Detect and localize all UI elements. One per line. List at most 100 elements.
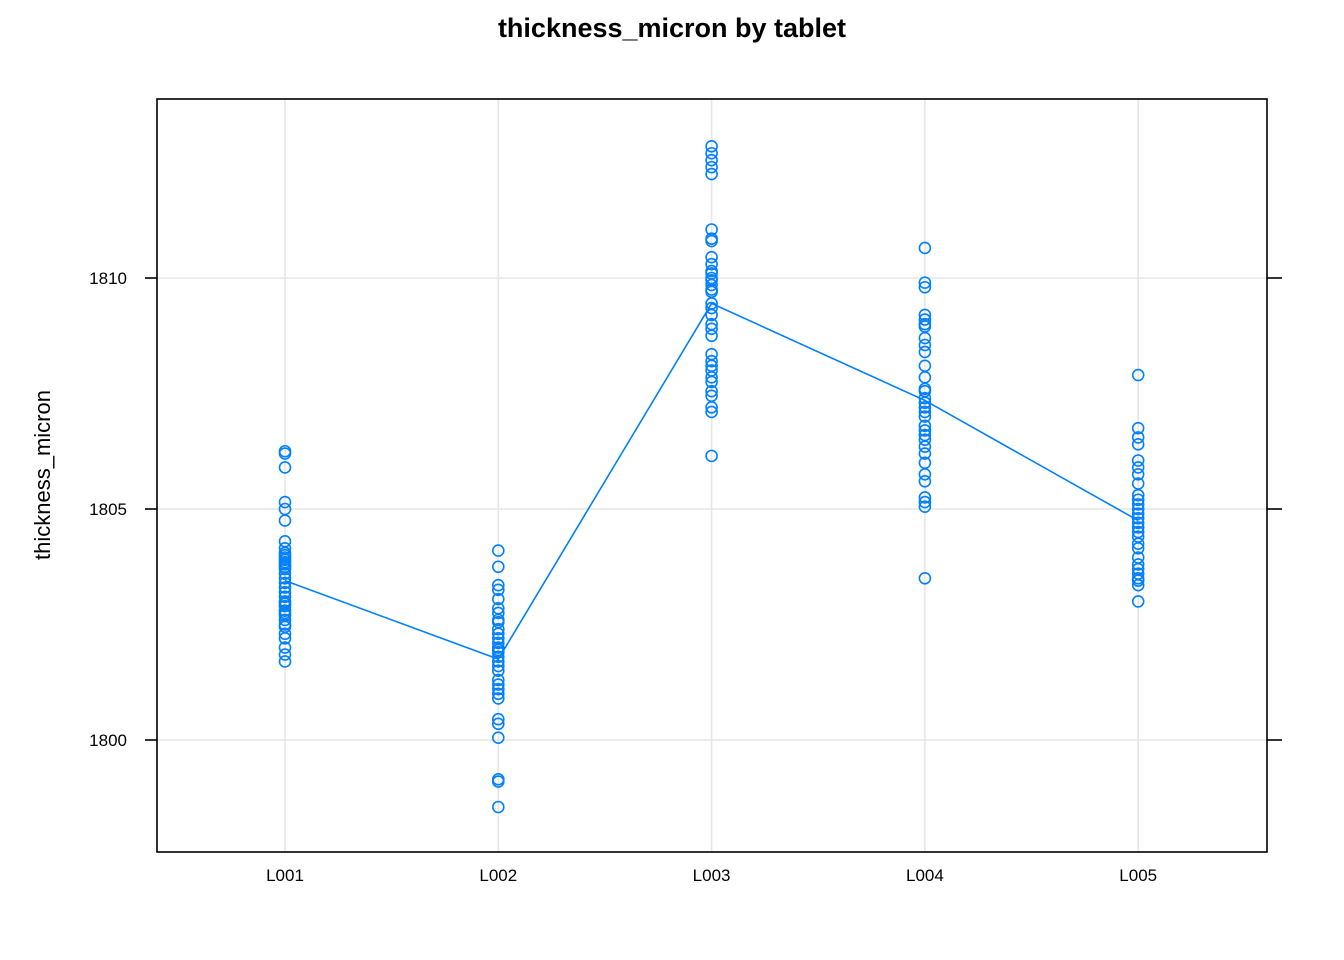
- data-point: [918, 313, 932, 326]
- data-point: [1131, 595, 1145, 608]
- data-point: [705, 140, 718, 153]
- data-point: [1131, 421, 1145, 435]
- data-point: [705, 153, 718, 167]
- x-tick-label: L003: [693, 866, 731, 885]
- data-point: [1131, 431, 1145, 444]
- y-axis-label: thickness_micron: [30, 390, 55, 560]
- data-point: [1131, 454, 1145, 467]
- data-point: [918, 440, 932, 453]
- data-point: [705, 371, 718, 384]
- data-point: [918, 410, 932, 423]
- data-point: [278, 581, 292, 594]
- data-point: [491, 775, 505, 788]
- data-point: [278, 632, 292, 645]
- data-point: [918, 491, 932, 504]
- data-point: [705, 234, 718, 248]
- data-point: [491, 659, 505, 673]
- data-point: [1131, 537, 1145, 550]
- data-point: [918, 433, 932, 447]
- data-point: [918, 474, 932, 488]
- grid: [157, 99, 1267, 852]
- data-point: [918, 338, 932, 352]
- data-point: [705, 401, 718, 414]
- data-point: [491, 592, 505, 606]
- data-point: [278, 495, 292, 509]
- data-point: [918, 468, 932, 481]
- data-point: [278, 514, 292, 527]
- data-point: [918, 331, 932, 345]
- data-point: [918, 405, 932, 419]
- data-point: [705, 146, 718, 160]
- data-point: [491, 578, 505, 592]
- data-point: [1131, 521, 1145, 534]
- data-point: [918, 571, 932, 585]
- data-point: [491, 673, 505, 687]
- data-point: [278, 461, 292, 474]
- data-point: [491, 800, 505, 814]
- data-point: [278, 648, 292, 661]
- data-point: [491, 645, 505, 659]
- data-point: [705, 329, 718, 343]
- x-tick-label: L004: [906, 866, 944, 885]
- data-point: [491, 622, 505, 636]
- data-point: [918, 447, 932, 460]
- data-point: [278, 562, 292, 576]
- data-point: [278, 444, 292, 458]
- data-point: [1131, 498, 1145, 511]
- data-point: [918, 500, 932, 513]
- data-point: [1131, 578, 1145, 592]
- data-point: [918, 419, 932, 433]
- data-point: [918, 396, 932, 410]
- data-point: [705, 375, 718, 389]
- data-point: [1131, 468, 1145, 481]
- data-point: [491, 560, 505, 574]
- data-layer: [278, 140, 1145, 814]
- y-tick-label: 1810: [89, 269, 127, 288]
- data-point: [705, 278, 718, 292]
- data-point: [491, 636, 505, 650]
- data-point: [1131, 516, 1145, 530]
- data-point: [918, 280, 932, 294]
- data-point: [278, 567, 292, 580]
- data-point: [278, 599, 292, 613]
- data-point: [1131, 502, 1145, 516]
- data-point: [278, 576, 292, 590]
- data-point: [1131, 574, 1145, 587]
- data-point: [705, 160, 718, 174]
- data-point: [1131, 461, 1145, 474]
- data-point: [491, 731, 505, 744]
- data-point: [918, 495, 932, 509]
- data-point: [918, 391, 932, 405]
- y-tick-label: 1805: [89, 500, 127, 519]
- data-point: [1131, 438, 1145, 451]
- data-point: [491, 712, 505, 726]
- data-point: [491, 717, 505, 731]
- data-point: [918, 241, 932, 255]
- data-point: [278, 571, 292, 585]
- data-point: [1131, 541, 1145, 555]
- y-tick-label: 1800: [89, 731, 127, 750]
- data-point: [491, 544, 505, 557]
- data-point: [491, 692, 505, 705]
- data-point: [918, 345, 932, 359]
- data-point: [705, 308, 718, 322]
- axes: L001 L002 L003 L004 L005 1800 1805 1810: [89, 269, 1282, 885]
- data-point: [278, 590, 292, 604]
- data-point: [491, 664, 505, 678]
- mean-line: [284, 302, 1139, 661]
- data-point: [1131, 511, 1145, 525]
- x-tick-label: L002: [479, 866, 517, 885]
- data-point: [705, 354, 718, 368]
- data-point: [705, 384, 718, 398]
- data-point: [1131, 368, 1145, 382]
- data-point: [705, 405, 718, 419]
- data-point: [491, 606, 505, 620]
- data-point: [705, 167, 718, 181]
- x-tick-label: L005: [1119, 866, 1157, 885]
- data-point: [491, 682, 505, 696]
- data-point: [705, 449, 718, 463]
- data-point: [278, 641, 292, 654]
- data-point: [705, 301, 718, 315]
- data-point: [278, 627, 292, 641]
